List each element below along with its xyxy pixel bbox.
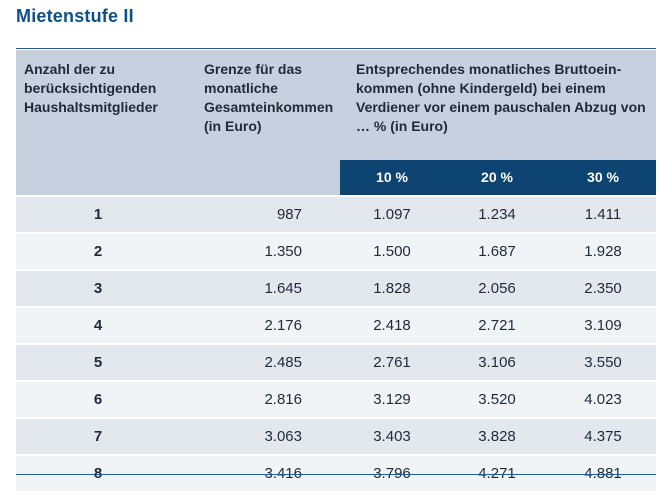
- gross-income-10-cell: 3.403: [340, 417, 444, 455]
- table-row: 1 987 1.097 1.234 1.411: [16, 195, 657, 233]
- income-limit-cell: 1.645: [180, 269, 340, 307]
- gross-income-10-cell: 2.418: [340, 306, 444, 344]
- gross-income-20-cell: 1.234: [444, 195, 550, 233]
- gross-income-30-cell: 2.350: [550, 269, 657, 307]
- gross-income-30-cell: 4.023: [550, 380, 657, 418]
- gross-income-20-cell: 1.687: [444, 232, 550, 270]
- header-household-members: Anzahl der zu berücksichtigenden Haushal…: [16, 50, 180, 160]
- household-count-cell: 6: [16, 380, 180, 418]
- table-body: 1 987 1.097 1.234 1.411 2 1.350 1.500 1.687 1.928…: [16, 195, 657, 491]
- table-row: 4 2.176 2.418 2.721 3.109: [16, 306, 657, 344]
- gross-income-30-cell: 4.375: [550, 417, 657, 455]
- table-row: 2 1.350 1.500 1.687 1.928: [16, 232, 657, 270]
- income-limit-table: Anzahl der zu berücksichtigenden Haushal…: [16, 50, 657, 491]
- income-limit-cell: 1.350: [180, 232, 340, 270]
- gross-income-30-cell: 1.411: [550, 195, 657, 233]
- gross-income-10-cell: 1.828: [340, 269, 444, 307]
- gross-income-30-cell: 4.881: [550, 454, 657, 491]
- household-count-cell: 2: [16, 232, 180, 270]
- gross-income-10-cell: 1.500: [340, 232, 444, 270]
- gross-income-20-cell: 2.056: [444, 269, 550, 307]
- header-blank-cell: [16, 160, 340, 196]
- top-rule: [16, 48, 656, 49]
- page-title: Mietenstufe II: [16, 6, 134, 26]
- gross-income-20-cell: 3.828: [444, 417, 550, 455]
- gross-income-10-cell: 3.129: [340, 380, 444, 418]
- income-limit-cell: 987: [180, 195, 340, 233]
- header-pct-30: 30 %: [550, 160, 657, 196]
- gross-income-20-cell: 4.271: [444, 454, 550, 491]
- household-count-cell: 8: [16, 454, 180, 491]
- header-gross-income: Entsprechendes monatliches Bruttoein- ko…: [340, 50, 657, 160]
- household-count-cell: 1: [16, 195, 180, 233]
- header-pct-10: 10 %: [340, 160, 444, 196]
- household-count-cell: 4: [16, 306, 180, 344]
- household-count-cell: 7: [16, 417, 180, 455]
- gross-income-10-cell: 2.761: [340, 343, 444, 381]
- gross-income-20-cell: 2.721: [444, 306, 550, 344]
- table-subheader-row: 10 % 20 % 30 %: [16, 160, 657, 196]
- gross-income-20-cell: 3.106: [444, 343, 550, 381]
- income-limit-cell: 3.063: [180, 417, 340, 455]
- gross-income-10-cell: 1.097: [340, 195, 444, 233]
- table-row: 5 2.485 2.761 3.106 3.550: [16, 343, 657, 381]
- gross-income-20-cell: 3.520: [444, 380, 550, 418]
- gross-income-30-cell: 3.550: [550, 343, 657, 381]
- income-limit-cell: 3.416: [180, 454, 340, 491]
- gross-income-30-cell: 3.109: [550, 306, 657, 344]
- table-row: 6 2.816 3.129 3.520 4.023: [16, 380, 657, 418]
- income-limit-cell: 2.816: [180, 380, 340, 418]
- household-count-cell: 5: [16, 343, 180, 381]
- table-row: 3 1.645 1.828 2.056 2.350: [16, 269, 657, 307]
- household-count-cell: 3: [16, 269, 180, 307]
- income-limit-cell: 2.176: [180, 306, 340, 344]
- table-row: 7 3.063 3.403 3.828 4.375: [16, 417, 657, 455]
- table-header-row: Anzahl der zu berücksichtigenden Haushal…: [16, 50, 657, 160]
- gross-income-10-cell: 3.796: [340, 454, 444, 491]
- income-limit-cell: 2.485: [180, 343, 340, 381]
- gross-income-30-cell: 1.928: [550, 232, 657, 270]
- header-pct-20: 20 %: [444, 160, 550, 196]
- header-income-limit: Grenze für das monatliche Gesamteinkomme…: [180, 50, 340, 160]
- bottom-rule: [16, 474, 656, 475]
